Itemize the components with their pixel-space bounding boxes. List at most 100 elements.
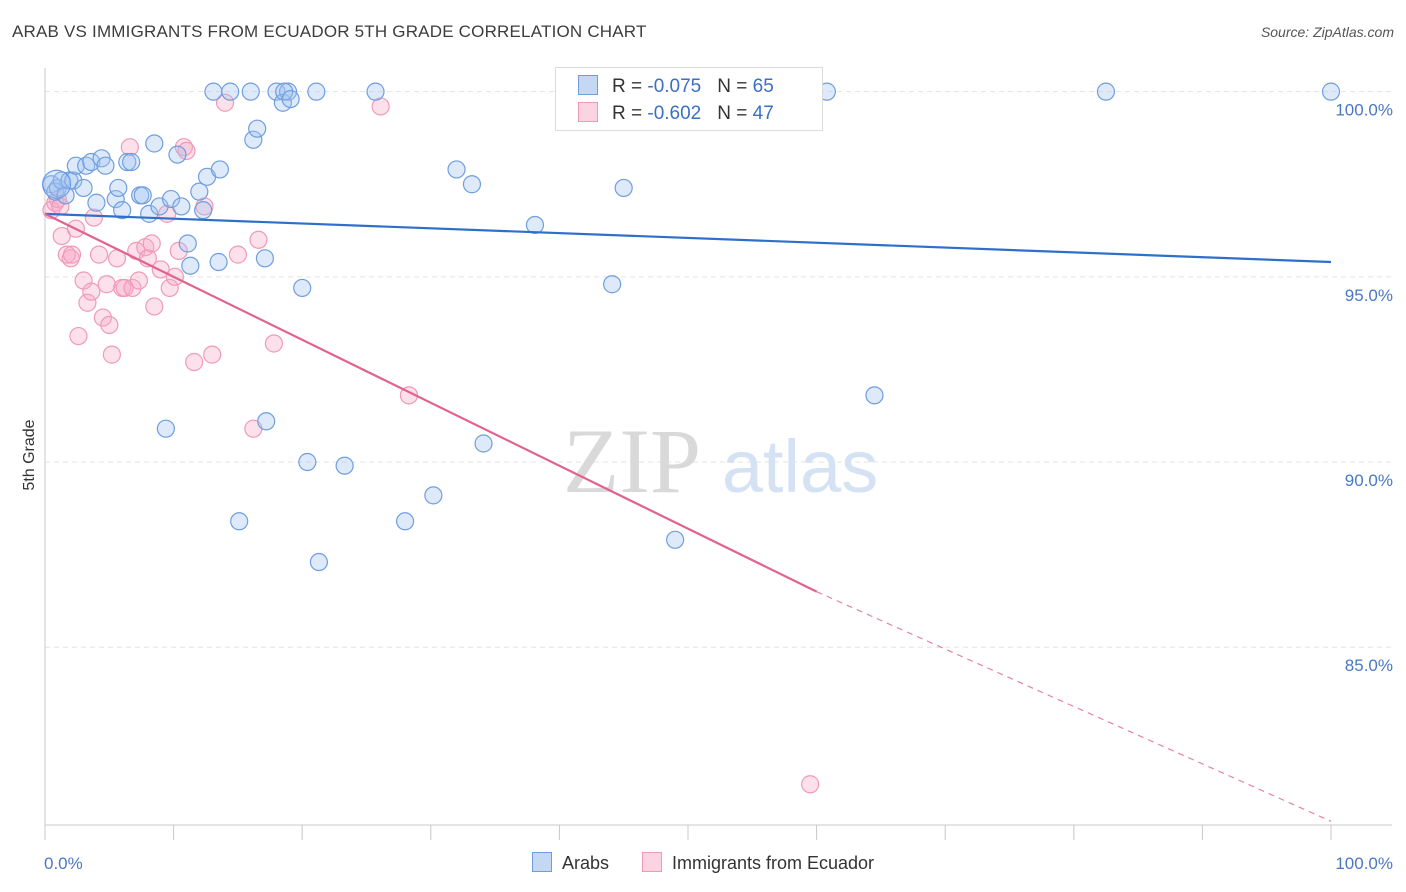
arabs-point (168, 145, 187, 164)
arabs-point (335, 456, 354, 475)
legend-swatch-arabs (578, 75, 598, 95)
arabs-point (865, 386, 884, 405)
ecuador-point (102, 345, 121, 364)
ecuador-point (62, 245, 82, 264)
ecuador-point (264, 334, 284, 353)
arabs-point (122, 152, 141, 172)
arabs-point (525, 215, 545, 235)
arabs-point (41, 169, 72, 199)
legend-item-arabs[interactable]: Arabs (531, 852, 609, 874)
arabs-point (614, 178, 633, 198)
arabs-point (248, 119, 267, 138)
arabs-point (209, 252, 228, 272)
watermark-zip: ZIP (563, 410, 701, 512)
legend-r-label: R = (612, 76, 648, 97)
arabs-point (181, 256, 200, 275)
arabs-point (230, 512, 249, 531)
ecuador-point (249, 230, 268, 249)
arabs-point (161, 189, 181, 209)
legend-swatch-arabs (531, 852, 552, 872)
arabs-point (106, 189, 125, 209)
legend-r-value: -0.075 (647, 76, 702, 97)
arabs-point (190, 182, 209, 201)
arabs-trend-line (44, 212, 1332, 264)
arabs-point (109, 178, 128, 198)
arabs-point (474, 434, 493, 453)
arabs-point (244, 130, 263, 149)
legend-label-arabs: Arabs (561, 853, 609, 873)
ecuador-point (160, 278, 179, 298)
legend-swatch-ecuador (641, 852, 662, 872)
series-legend: Arabs Immigrants from Ecuador (0, 852, 1406, 874)
trend-lines (44, 212, 1332, 822)
ecuador-point (185, 352, 204, 372)
arabs-point (66, 156, 85, 175)
chart-title: ARAB VS IMMIGRANTS FROM ECUADOR 5TH GRAD… (12, 22, 647, 41)
legend-row-ecuador: R = -0.602 N = 47 (578, 102, 774, 126)
arabs-point (178, 234, 197, 253)
legend-label-ecuador: Immigrants from Ecuador (671, 853, 875, 873)
ecuador-point (84, 208, 103, 227)
ecuador-point (215, 93, 235, 112)
arabs-point (666, 530, 685, 549)
y-tick-label: 100.0% (1335, 101, 1393, 120)
arabs-point (309, 552, 329, 572)
ecuador-point (177, 141, 196, 160)
arabs-point (298, 452, 317, 472)
x-tick-label: 100.0% (1335, 854, 1393, 873)
ecuador-point (115, 278, 134, 298)
arabs-point (145, 134, 164, 153)
legend-item-ecuador[interactable]: Immigrants from Ecuador (641, 852, 875, 874)
arabs-point (1321, 82, 1341, 101)
ecuador-point (123, 278, 142, 298)
arabs-point (204, 82, 223, 101)
arabs-point (462, 175, 482, 194)
ecuador-point (120, 138, 139, 157)
arabs-point (275, 82, 294, 101)
grid-lines (45, 91, 1392, 648)
ecuador-point (97, 275, 116, 294)
ecuador-point (228, 245, 247, 264)
arabs-point (74, 178, 93, 198)
arabs-point (210, 160, 229, 179)
y-axis-label: 5th Grade (21, 419, 38, 490)
legend-n-value: 65 (752, 76, 774, 97)
arabs-point (194, 201, 213, 220)
arabs-point (133, 186, 152, 205)
legend-swatch-ecuador (578, 102, 598, 122)
axes (44, 68, 1392, 840)
ecuador-point (89, 245, 109, 264)
watermark: ZIP atlas (563, 410, 878, 512)
arabs-point (87, 193, 106, 212)
arabs-point (293, 278, 312, 298)
arabs-point (221, 82, 240, 101)
arabs-point (281, 89, 300, 109)
legend-n-label: N = (717, 103, 753, 124)
stats-legend: R = -0.075 N = 65 R = -0.602 N = 47 (555, 67, 823, 131)
ecuador-point (142, 234, 161, 253)
ecuador-trend-line (44, 212, 818, 593)
arabs-point (255, 249, 275, 268)
arabs-point (82, 152, 101, 172)
ecuador-point (78, 293, 97, 312)
ecuador-point (801, 775, 820, 794)
arabs-point (113, 201, 132, 220)
arabs-point (447, 160, 466, 179)
ecuador-point (129, 271, 148, 290)
ecuador-point (82, 282, 101, 301)
arabs-point (257, 412, 276, 431)
legend-n-value: 47 (752, 103, 774, 124)
ecuador-point (203, 345, 222, 364)
arabs-point (395, 512, 415, 531)
watermark-atlas: atlas (722, 425, 878, 508)
arabs-point (96, 156, 115, 175)
legend-r-value: -0.602 (647, 103, 702, 124)
legend-row-arabs: R = -0.075 N = 65 (578, 75, 774, 99)
legend-r-label: R = (612, 103, 648, 124)
ecuador-point (69, 326, 88, 346)
ecuador-point (93, 308, 112, 327)
arabs-point (366, 82, 385, 101)
axis-labels: 85.0% 90.0% 95.0% 100.0% 0.0% 100.0% 5th Grade (21, 101, 1393, 873)
arabs-point (172, 197, 191, 216)
